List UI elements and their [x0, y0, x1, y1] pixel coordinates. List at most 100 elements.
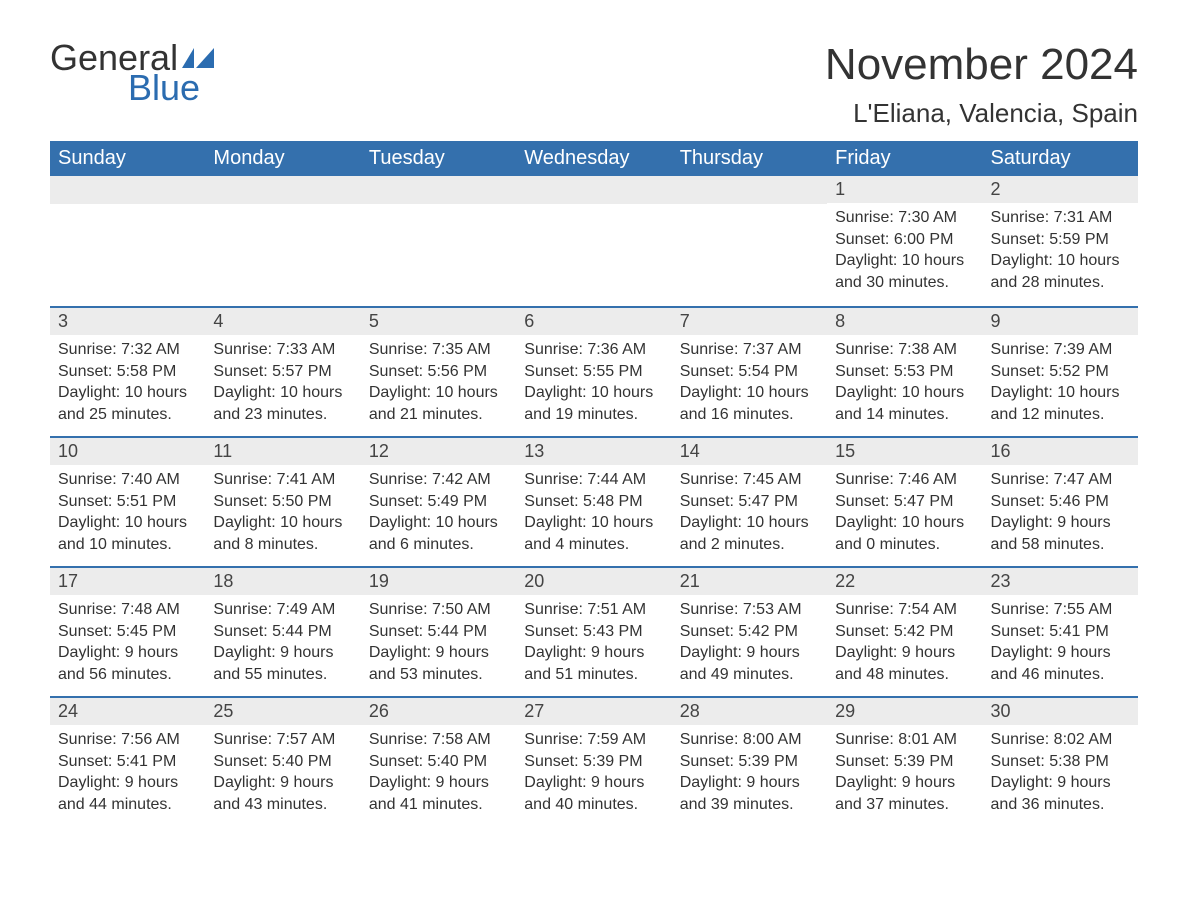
daylight-text-line2: and 43 minutes. — [213, 794, 352, 816]
sunrise-text: Sunrise: 7:33 AM — [213, 339, 352, 361]
day-body: Sunrise: 7:42 AMSunset: 5:49 PMDaylight:… — [361, 465, 516, 565]
daylight-text-line1: Daylight: 9 hours — [991, 512, 1130, 534]
daylight-text-line2: and 10 minutes. — [58, 534, 197, 556]
day-number: 19 — [361, 568, 516, 595]
day-body: Sunrise: 8:00 AMSunset: 5:39 PMDaylight:… — [672, 725, 827, 825]
sunrise-text: Sunrise: 7:49 AM — [213, 599, 352, 621]
daylight-text-line1: Daylight: 10 hours — [213, 512, 352, 534]
day-number: 4 — [205, 308, 360, 335]
day-cell: 13Sunrise: 7:44 AMSunset: 5:48 PMDayligh… — [516, 438, 671, 566]
sunrise-text: Sunrise: 7:35 AM — [369, 339, 508, 361]
day-body: Sunrise: 7:47 AMSunset: 5:46 PMDaylight:… — [983, 465, 1138, 565]
day-number: 1 — [827, 176, 982, 203]
day-cell: 16Sunrise: 7:47 AMSunset: 5:46 PMDayligh… — [983, 438, 1138, 566]
day-cell: 18Sunrise: 7:49 AMSunset: 5:44 PMDayligh… — [205, 568, 360, 696]
daylight-text-line1: Daylight: 10 hours — [835, 382, 974, 404]
day-body: Sunrise: 7:58 AMSunset: 5:40 PMDaylight:… — [361, 725, 516, 825]
sunrise-text: Sunrise: 7:36 AM — [524, 339, 663, 361]
header: General Blue November 2024 L'Eliana, Val… — [50, 40, 1138, 129]
sunset-text: Sunset: 5:41 PM — [991, 621, 1130, 643]
daylight-text-line2: and 37 minutes. — [835, 794, 974, 816]
daylight-text-line1: Daylight: 10 hours — [213, 382, 352, 404]
sunset-text: Sunset: 5:38 PM — [991, 751, 1130, 773]
day-number: 16 — [983, 438, 1138, 465]
daylight-text-line2: and 46 minutes. — [991, 664, 1130, 686]
day-body: Sunrise: 7:55 AMSunset: 5:41 PMDaylight:… — [983, 595, 1138, 695]
day-cell — [672, 176, 827, 306]
sunset-text: Sunset: 5:48 PM — [524, 491, 663, 513]
day-number: 11 — [205, 438, 360, 465]
sunrise-text: Sunrise: 7:32 AM — [58, 339, 197, 361]
daylight-text-line2: and 2 minutes. — [680, 534, 819, 556]
daylight-text-line2: and 44 minutes. — [58, 794, 197, 816]
daylight-text-line1: Daylight: 9 hours — [58, 772, 197, 794]
daylight-text-line2: and 40 minutes. — [524, 794, 663, 816]
day-cell: 3Sunrise: 7:32 AMSunset: 5:58 PMDaylight… — [50, 308, 205, 436]
sunset-text: Sunset: 5:58 PM — [58, 361, 197, 383]
day-number: 27 — [516, 698, 671, 725]
day-cell — [516, 176, 671, 306]
daylight-text-line1: Daylight: 9 hours — [835, 642, 974, 664]
sunset-text: Sunset: 5:47 PM — [835, 491, 974, 513]
day-number: 10 — [50, 438, 205, 465]
daylight-text-line2: and 12 minutes. — [991, 404, 1130, 426]
sunset-text: Sunset: 5:59 PM — [991, 229, 1130, 251]
day-cell: 4Sunrise: 7:33 AMSunset: 5:57 PMDaylight… — [205, 308, 360, 436]
daylight-text-line1: Daylight: 10 hours — [524, 512, 663, 534]
daylight-text-line1: Daylight: 9 hours — [524, 642, 663, 664]
day-number: 30 — [983, 698, 1138, 725]
day-number: 18 — [205, 568, 360, 595]
empty-day-header — [672, 176, 827, 204]
sunset-text: Sunset: 5:39 PM — [835, 751, 974, 773]
empty-day-header — [50, 176, 205, 204]
sunrise-text: Sunrise: 7:47 AM — [991, 469, 1130, 491]
day-body: Sunrise: 7:57 AMSunset: 5:40 PMDaylight:… — [205, 725, 360, 825]
sunrise-text: Sunrise: 7:37 AM — [680, 339, 819, 361]
daylight-text-line2: and 4 minutes. — [524, 534, 663, 556]
daylight-text-line1: Daylight: 9 hours — [835, 772, 974, 794]
daylight-text-line1: Daylight: 10 hours — [991, 382, 1130, 404]
daylight-text-line1: Daylight: 10 hours — [680, 512, 819, 534]
sunrise-text: Sunrise: 7:46 AM — [835, 469, 974, 491]
day-cell: 14Sunrise: 7:45 AMSunset: 5:47 PMDayligh… — [672, 438, 827, 566]
weekday-header: Wednesday — [516, 141, 671, 176]
daylight-text-line2: and 58 minutes. — [991, 534, 1130, 556]
day-number: 15 — [827, 438, 982, 465]
day-number: 5 — [361, 308, 516, 335]
week-row: 24Sunrise: 7:56 AMSunset: 5:41 PMDayligh… — [50, 696, 1138, 826]
daylight-text-line2: and 25 minutes. — [58, 404, 197, 426]
day-cell: 27Sunrise: 7:59 AMSunset: 5:39 PMDayligh… — [516, 698, 671, 826]
weekday-header: Tuesday — [361, 141, 516, 176]
sunrise-text: Sunrise: 8:00 AM — [680, 729, 819, 751]
sunrise-text: Sunrise: 7:30 AM — [835, 207, 974, 229]
day-number: 20 — [516, 568, 671, 595]
daylight-text-line2: and 56 minutes. — [58, 664, 197, 686]
sunset-text: Sunset: 5:45 PM — [58, 621, 197, 643]
daylight-text-line1: Daylight: 9 hours — [58, 642, 197, 664]
day-cell: 26Sunrise: 7:58 AMSunset: 5:40 PMDayligh… — [361, 698, 516, 826]
daylight-text-line2: and 16 minutes. — [680, 404, 819, 426]
daylight-text-line2: and 41 minutes. — [369, 794, 508, 816]
empty-day-header — [205, 176, 360, 204]
daylight-text-line1: Daylight: 9 hours — [680, 642, 819, 664]
day-body: Sunrise: 7:40 AMSunset: 5:51 PMDaylight:… — [50, 465, 205, 565]
daylight-text-line2: and 23 minutes. — [213, 404, 352, 426]
week-row: 10Sunrise: 7:40 AMSunset: 5:51 PMDayligh… — [50, 436, 1138, 566]
day-number: 23 — [983, 568, 1138, 595]
sunset-text: Sunset: 5:55 PM — [524, 361, 663, 383]
sunset-text: Sunset: 5:46 PM — [991, 491, 1130, 513]
day-cell: 12Sunrise: 7:42 AMSunset: 5:49 PMDayligh… — [361, 438, 516, 566]
day-body: Sunrise: 7:50 AMSunset: 5:44 PMDaylight:… — [361, 595, 516, 695]
day-cell: 29Sunrise: 8:01 AMSunset: 5:39 PMDayligh… — [827, 698, 982, 826]
day-body: Sunrise: 7:49 AMSunset: 5:44 PMDaylight:… — [205, 595, 360, 695]
sunset-text: Sunset: 5:40 PM — [369, 751, 508, 773]
day-body: Sunrise: 7:45 AMSunset: 5:47 PMDaylight:… — [672, 465, 827, 565]
logo-text-blue: Blue — [128, 70, 214, 106]
day-cell: 9Sunrise: 7:39 AMSunset: 5:52 PMDaylight… — [983, 308, 1138, 436]
day-cell: 21Sunrise: 7:53 AMSunset: 5:42 PMDayligh… — [672, 568, 827, 696]
week-row: 1Sunrise: 7:30 AMSunset: 6:00 PMDaylight… — [50, 176, 1138, 306]
day-number: 9 — [983, 308, 1138, 335]
sunset-text: Sunset: 5:50 PM — [213, 491, 352, 513]
sunrise-text: Sunrise: 7:41 AM — [213, 469, 352, 491]
month-title: November 2024 — [825, 40, 1138, 90]
